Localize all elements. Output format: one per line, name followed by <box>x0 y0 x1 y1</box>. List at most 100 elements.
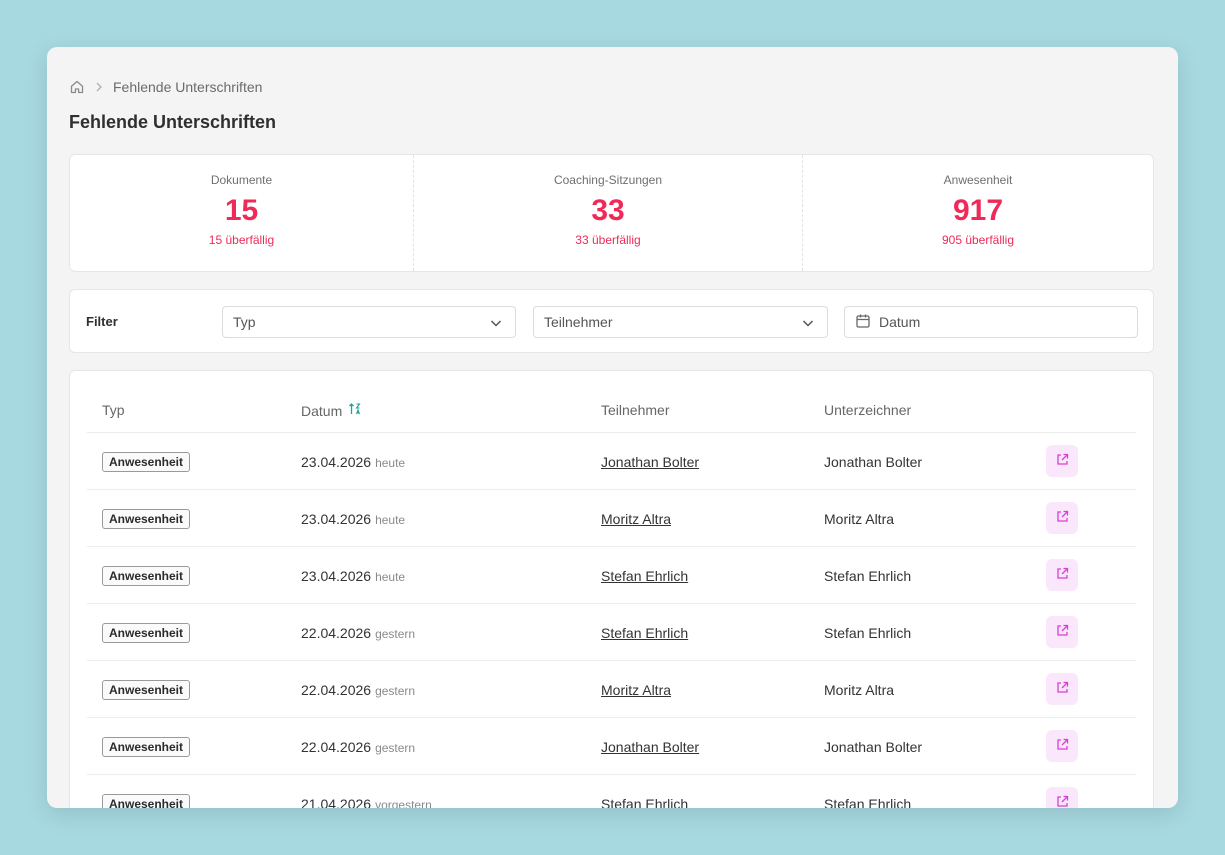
participant-link[interactable]: Stefan Ehrlich <box>601 625 689 641</box>
participant-link[interactable]: Moritz Altra <box>601 511 672 527</box>
signer-cell: Moritz Altra <box>824 682 895 698</box>
stat-value: 33 <box>591 194 625 227</box>
signer-cell: Stefan Ehrlich <box>824 796 912 808</box>
breadcrumb: Fehlende Unterschriften <box>69 79 262 95</box>
chevron-down-icon <box>801 316 815 333</box>
external-link-icon <box>1055 623 1070 641</box>
date-relative: gestern <box>375 627 416 641</box>
stat-documents: Dokumente 15 15 überfällig <box>70 155 413 271</box>
chevron-down-icon <box>489 316 503 333</box>
date-value: 23.04.2026 <box>301 454 372 470</box>
signer-cell: Stefan Ehrlich <box>824 568 912 584</box>
date-cell: 22.04.2026 gestern <box>301 682 415 698</box>
external-link-icon <box>1055 680 1070 698</box>
date-value: 23.04.2026 <box>301 511 372 527</box>
date-relative: heute <box>375 456 406 470</box>
open-button[interactable] <box>1046 445 1078 477</box>
type-badge: Anwesenheit <box>102 509 191 529</box>
date-relative: heute <box>375 513 406 527</box>
stat-label: Anwesenheit <box>943 173 1013 187</box>
app-window: Fehlende Unterschriften Fehlende Untersc… <box>47 47 1178 808</box>
date-relative: gestern <box>375 741 416 755</box>
column-header-signer[interactable]: Unterzeichner <box>824 402 912 418</box>
date-cell: 23.04.2026 heute <box>301 511 405 527</box>
date-relative: heute <box>375 570 406 584</box>
stat-label: Dokumente <box>210 173 273 187</box>
date-value: 22.04.2026 <box>301 739 372 755</box>
stat-label: Coaching-Sitzungen <box>553 173 663 187</box>
date-value: 22.04.2026 <box>301 625 372 641</box>
home-icon[interactable] <box>69 79 85 95</box>
stat-value: 917 <box>952 194 1004 227</box>
open-button[interactable] <box>1046 730 1078 762</box>
stat-coaching: Coaching-Sitzungen 33 33 überfällig <box>413 155 802 271</box>
stats-panel: Dokumente 15 15 überfällig Coaching-Sitz… <box>69 154 1154 272</box>
sort-icon[interactable] <box>348 402 362 419</box>
signer-cell: Jonathan Bolter <box>824 739 923 755</box>
participant-link[interactable]: Stefan Ehrlich <box>601 796 689 808</box>
filter-bar: Filter Typ Teilnehmer Datum <box>69 289 1154 353</box>
table-row: Anwesenheit 23.04.2026 heute Moritz Altra… <box>87 490 1136 547</box>
participant-link[interactable]: Jonathan Bolter <box>601 739 700 755</box>
date-cell: 22.04.2026 gestern <box>301 739 415 755</box>
column-header-type[interactable]: Typ <box>102 402 125 418</box>
table-row: Anwesenheit 21.04.2026 vorgestern Stefan … <box>87 775 1136 808</box>
participant-link[interactable]: Moritz Altra <box>601 682 672 698</box>
type-badge: Anwesenheit <box>102 794 191 808</box>
date-value: 22.04.2026 <box>301 682 372 698</box>
type-badge: Anwesenheit <box>102 566 191 586</box>
date-cell: 21.04.2026 vorgestern <box>301 796 432 808</box>
signer-cell: Stefan Ehrlich <box>824 625 912 641</box>
external-link-icon <box>1055 452 1070 470</box>
stat-value: 15 <box>224 194 259 227</box>
participant-link[interactable]: Stefan Ehrlich <box>601 568 689 584</box>
table-row: Anwesenheit 22.04.2026 gestern Stefan Ehr… <box>87 604 1136 661</box>
table-row: Anwesenheit 23.04.2026 heute Stefan Ehrli… <box>87 547 1136 604</box>
type-badge: Anwesenheit <box>102 737 191 757</box>
table-row: Anwesenheit 23.04.2026 heute Jonathan Bol… <box>87 433 1136 490</box>
page-title: Fehlende Unterschriften <box>69 112 277 132</box>
external-link-icon <box>1055 794 1070 808</box>
date-cell: 22.04.2026 gestern <box>301 625 415 641</box>
open-button[interactable] <box>1046 673 1078 705</box>
signer-cell: Moritz Altra <box>824 511 895 527</box>
breadcrumb-current: Fehlende Unterschriften <box>113 79 263 95</box>
participant-link[interactable]: Jonathan Bolter <box>601 454 700 470</box>
open-button[interactable] <box>1046 616 1078 648</box>
stat-overdue: 905 überfällig <box>941 233 1015 247</box>
stat-attendance: Anwesenheit 917 905 überfällig <box>802 155 1153 271</box>
open-button[interactable] <box>1046 502 1078 534</box>
type-badge: Anwesenheit <box>102 680 191 700</box>
table-row: Anwesenheit 22.04.2026 gestern Moritz Alt… <box>87 661 1136 718</box>
date-cell: 23.04.2026 heute <box>301 454 405 470</box>
date-cell: 23.04.2026 heute <box>301 568 405 584</box>
column-header-date-label: Datum <box>301 402 343 419</box>
date-relative: gestern <box>375 684 416 698</box>
filter-label: Filter <box>86 314 118 329</box>
open-button[interactable] <box>1046 559 1078 591</box>
column-header-participant[interactable]: Teilnehmer <box>601 402 670 418</box>
signer-cell: Jonathan Bolter <box>824 454 923 470</box>
stat-overdue: 15 überfällig <box>208 233 275 247</box>
date-value: 23.04.2026 <box>301 568 372 584</box>
date-relative: vorgestern <box>375 798 432 808</box>
calendar-icon <box>855 313 871 332</box>
external-link-icon <box>1055 566 1070 584</box>
date-value: 21.04.2026 <box>301 796 372 808</box>
chevron-right-icon <box>95 82 103 92</box>
table-row: Anwesenheit 22.04.2026 gestern Jonathan B… <box>87 718 1136 775</box>
stat-overdue: 33 überfällig <box>575 233 641 247</box>
signatures-table: Typ Datum Teilnehmer Unterzeichner Anwes… <box>69 370 1154 808</box>
external-link-icon <box>1055 737 1070 755</box>
participant-select[interactable]: Teilnehmer <box>533 306 828 338</box>
type-badge: Anwesenheit <box>102 623 191 643</box>
external-link-icon <box>1055 509 1070 527</box>
open-button[interactable] <box>1046 787 1078 808</box>
date-picker[interactable]: Datum <box>844 306 1138 338</box>
table-header: Typ Datum Teilnehmer Unterzeichner <box>87 371 1136 433</box>
column-header-date[interactable]: Datum <box>301 402 362 419</box>
date-picker-placeholder: Datum <box>879 314 921 330</box>
type-select-placeholder: Typ <box>233 314 256 330</box>
type-badge: Anwesenheit <box>102 452 191 472</box>
type-select[interactable]: Typ <box>222 306 516 338</box>
